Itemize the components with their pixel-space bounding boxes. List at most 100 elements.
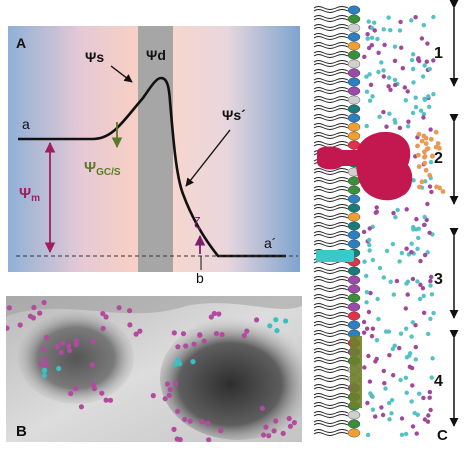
ion-dot bbox=[374, 338, 380, 343]
lipid-heads bbox=[347, 5, 361, 438]
ion-dot bbox=[420, 286, 426, 291]
ion-dot bbox=[425, 250, 430, 255]
ion-dot bbox=[393, 120, 398, 125]
ion-dot bbox=[413, 344, 418, 350]
ion-dot bbox=[103, 397, 109, 403]
b-tick bbox=[200, 256, 202, 270]
lipid-tail bbox=[313, 339, 349, 343]
ion-dot bbox=[410, 66, 416, 72]
lipid-tail bbox=[313, 342, 349, 346]
micrograph-blob-right bbox=[160, 316, 316, 440]
label-b: b bbox=[196, 270, 204, 286]
ion-dot bbox=[187, 418, 193, 424]
ion-dot bbox=[422, 63, 427, 68]
ion-dot bbox=[366, 237, 372, 243]
ion-dot bbox=[66, 343, 72, 349]
lipid-tail bbox=[313, 270, 349, 274]
ion-dot bbox=[42, 356, 48, 362]
ion-dot bbox=[422, 154, 427, 160]
ion-dot bbox=[416, 131, 422, 137]
ion-dot bbox=[426, 331, 431, 337]
ion-dot bbox=[423, 167, 429, 173]
ion-dot bbox=[375, 36, 380, 42]
ion-dot bbox=[374, 356, 379, 362]
ion-dot bbox=[137, 328, 143, 334]
lipid-tail bbox=[313, 312, 349, 316]
ion-dot bbox=[370, 326, 376, 331]
ion-dot bbox=[418, 282, 423, 287]
lipid-tail bbox=[313, 27, 349, 31]
ion-dot bbox=[425, 419, 431, 424]
ion-dot bbox=[370, 257, 376, 263]
ion-dot bbox=[419, 179, 425, 185]
lipid-tail bbox=[313, 279, 349, 283]
lipid-tail bbox=[313, 348, 349, 352]
lipid-tail bbox=[313, 411, 349, 415]
ion-dot bbox=[421, 23, 426, 28]
ion-dot bbox=[373, 414, 378, 419]
lipid-head bbox=[347, 311, 361, 321]
lipid-head bbox=[347, 5, 361, 15]
ion-dot bbox=[407, 353, 412, 358]
ion-dot bbox=[417, 296, 423, 302]
ion-dot bbox=[127, 322, 133, 328]
ion-dot bbox=[127, 308, 133, 314]
lipid-tail bbox=[313, 135, 349, 139]
ion-dot bbox=[440, 189, 446, 194]
lipid-tail bbox=[313, 231, 349, 235]
ion-dot bbox=[266, 433, 272, 439]
lipid-tail bbox=[313, 132, 349, 136]
ion-dot bbox=[421, 111, 427, 117]
ion-dot bbox=[381, 27, 386, 32]
lipid-tail bbox=[313, 216, 349, 220]
lipid-head bbox=[347, 95, 361, 105]
ion-dot bbox=[366, 309, 372, 315]
panel-a-letter: A bbox=[16, 35, 26, 51]
ion-dot bbox=[376, 50, 381, 55]
ion-dot bbox=[271, 428, 277, 434]
ion-dot bbox=[426, 94, 431, 99]
ion-dot bbox=[211, 310, 217, 317]
ion-dot bbox=[390, 241, 396, 247]
ion-dot bbox=[425, 201, 430, 207]
ion-dot bbox=[133, 331, 139, 337]
ion-dot bbox=[365, 32, 370, 37]
ion-dot bbox=[428, 136, 434, 142]
ion-dot bbox=[377, 114, 382, 120]
ion-dot bbox=[392, 77, 398, 83]
ion-dot bbox=[27, 313, 33, 319]
ion-dot bbox=[405, 124, 411, 129]
ion-dot bbox=[424, 59, 429, 64]
ion-dot bbox=[91, 386, 97, 392]
ion-dot bbox=[390, 346, 395, 352]
ion-dot bbox=[419, 36, 425, 41]
lipid-tail bbox=[313, 324, 349, 328]
ion-dot bbox=[429, 375, 434, 380]
ion-dot bbox=[364, 326, 370, 331]
ion-dot bbox=[394, 278, 400, 284]
lipid-tail bbox=[313, 54, 349, 58]
lipid-tail bbox=[313, 420, 349, 424]
ion-dot bbox=[419, 138, 425, 144]
ion-dot bbox=[291, 420, 297, 426]
lipid-head bbox=[347, 419, 361, 429]
lipid-tail bbox=[313, 414, 349, 418]
lipid-tail bbox=[313, 276, 349, 280]
ion-dot bbox=[431, 92, 436, 97]
lipid-tail bbox=[313, 432, 349, 436]
ion-dot bbox=[362, 259, 367, 264]
lipid-head bbox=[347, 302, 361, 312]
ion-dot bbox=[365, 432, 371, 438]
label-psi-s-prime: Ψs´ bbox=[222, 107, 246, 123]
ion-dot bbox=[183, 343, 189, 349]
ion-dot bbox=[417, 184, 422, 190]
lipid-tail bbox=[313, 126, 349, 130]
lipid-head bbox=[347, 185, 361, 195]
ion-dot bbox=[362, 54, 367, 59]
ion-dot bbox=[387, 400, 392, 406]
lipid-head bbox=[347, 23, 361, 33]
ion-dot bbox=[404, 326, 409, 331]
lipid-tail bbox=[313, 42, 349, 46]
label-psi-d: Ψd bbox=[146, 47, 166, 63]
lipid-head bbox=[347, 86, 361, 96]
